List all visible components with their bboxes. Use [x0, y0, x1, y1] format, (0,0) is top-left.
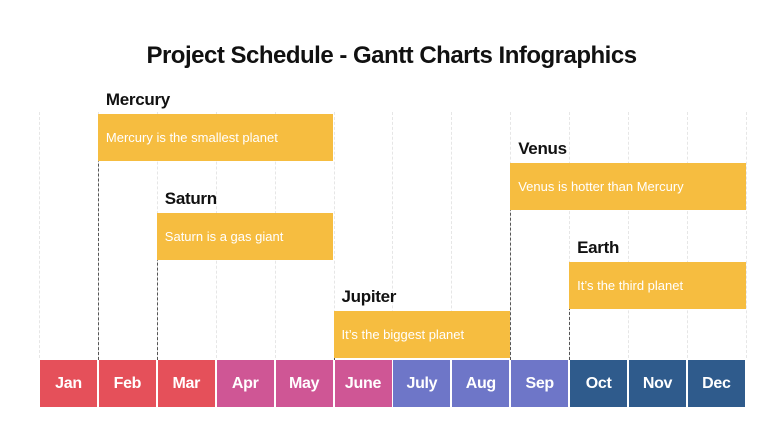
task-guide-earth	[569, 262, 571, 360]
month-sep: Sep	[511, 360, 569, 407]
grid-line	[569, 112, 571, 358]
month-apr: Apr	[216, 360, 274, 407]
month-aug: Aug	[452, 360, 510, 407]
task-label-mercury: Mercury	[105, 90, 170, 109]
month-may: May	[275, 360, 333, 407]
grid-line	[451, 112, 453, 358]
task-label-jupiter: Jupiter	[341, 287, 397, 306]
task-bar-saturn: Saturn is a gas giant	[156, 213, 334, 260]
task-label-earth: Earth	[577, 238, 620, 257]
task-label-venus: Venus	[518, 139, 567, 158]
month-oct: Oct	[570, 360, 628, 407]
task-bar-jupiter: It’s the biggest planet	[333, 311, 511, 358]
month-july: July	[393, 360, 451, 407]
month-june: June	[334, 360, 392, 407]
grid-line	[39, 112, 40, 358]
month-feb: Feb	[98, 360, 156, 407]
grid-line	[333, 112, 335, 358]
task-guide-saturn	[156, 213, 158, 360]
month-dec: Dec	[687, 360, 745, 407]
grid-line	[628, 112, 629, 358]
month-mar: Mar	[157, 360, 215, 407]
page-title: Project Schedule - Gantt Charts Infograp…	[146, 42, 637, 69]
grid-line	[392, 112, 394, 358]
task-guide-mercury	[97, 114, 99, 360]
grid-line	[686, 112, 688, 358]
task-bar-earth: It’s the third planet	[569, 262, 746, 309]
month-jan: Jan	[40, 360, 97, 407]
task-bar-venus: Venus is hotter than Mercury	[510, 163, 746, 210]
grid-line	[745, 112, 747, 358]
month-nov: Nov	[629, 360, 686, 407]
task-label-saturn: Saturn	[164, 189, 217, 208]
task-guide-venus	[510, 163, 512, 360]
task-bar-mercury: Mercury is the smallest planet	[97, 114, 334, 161]
